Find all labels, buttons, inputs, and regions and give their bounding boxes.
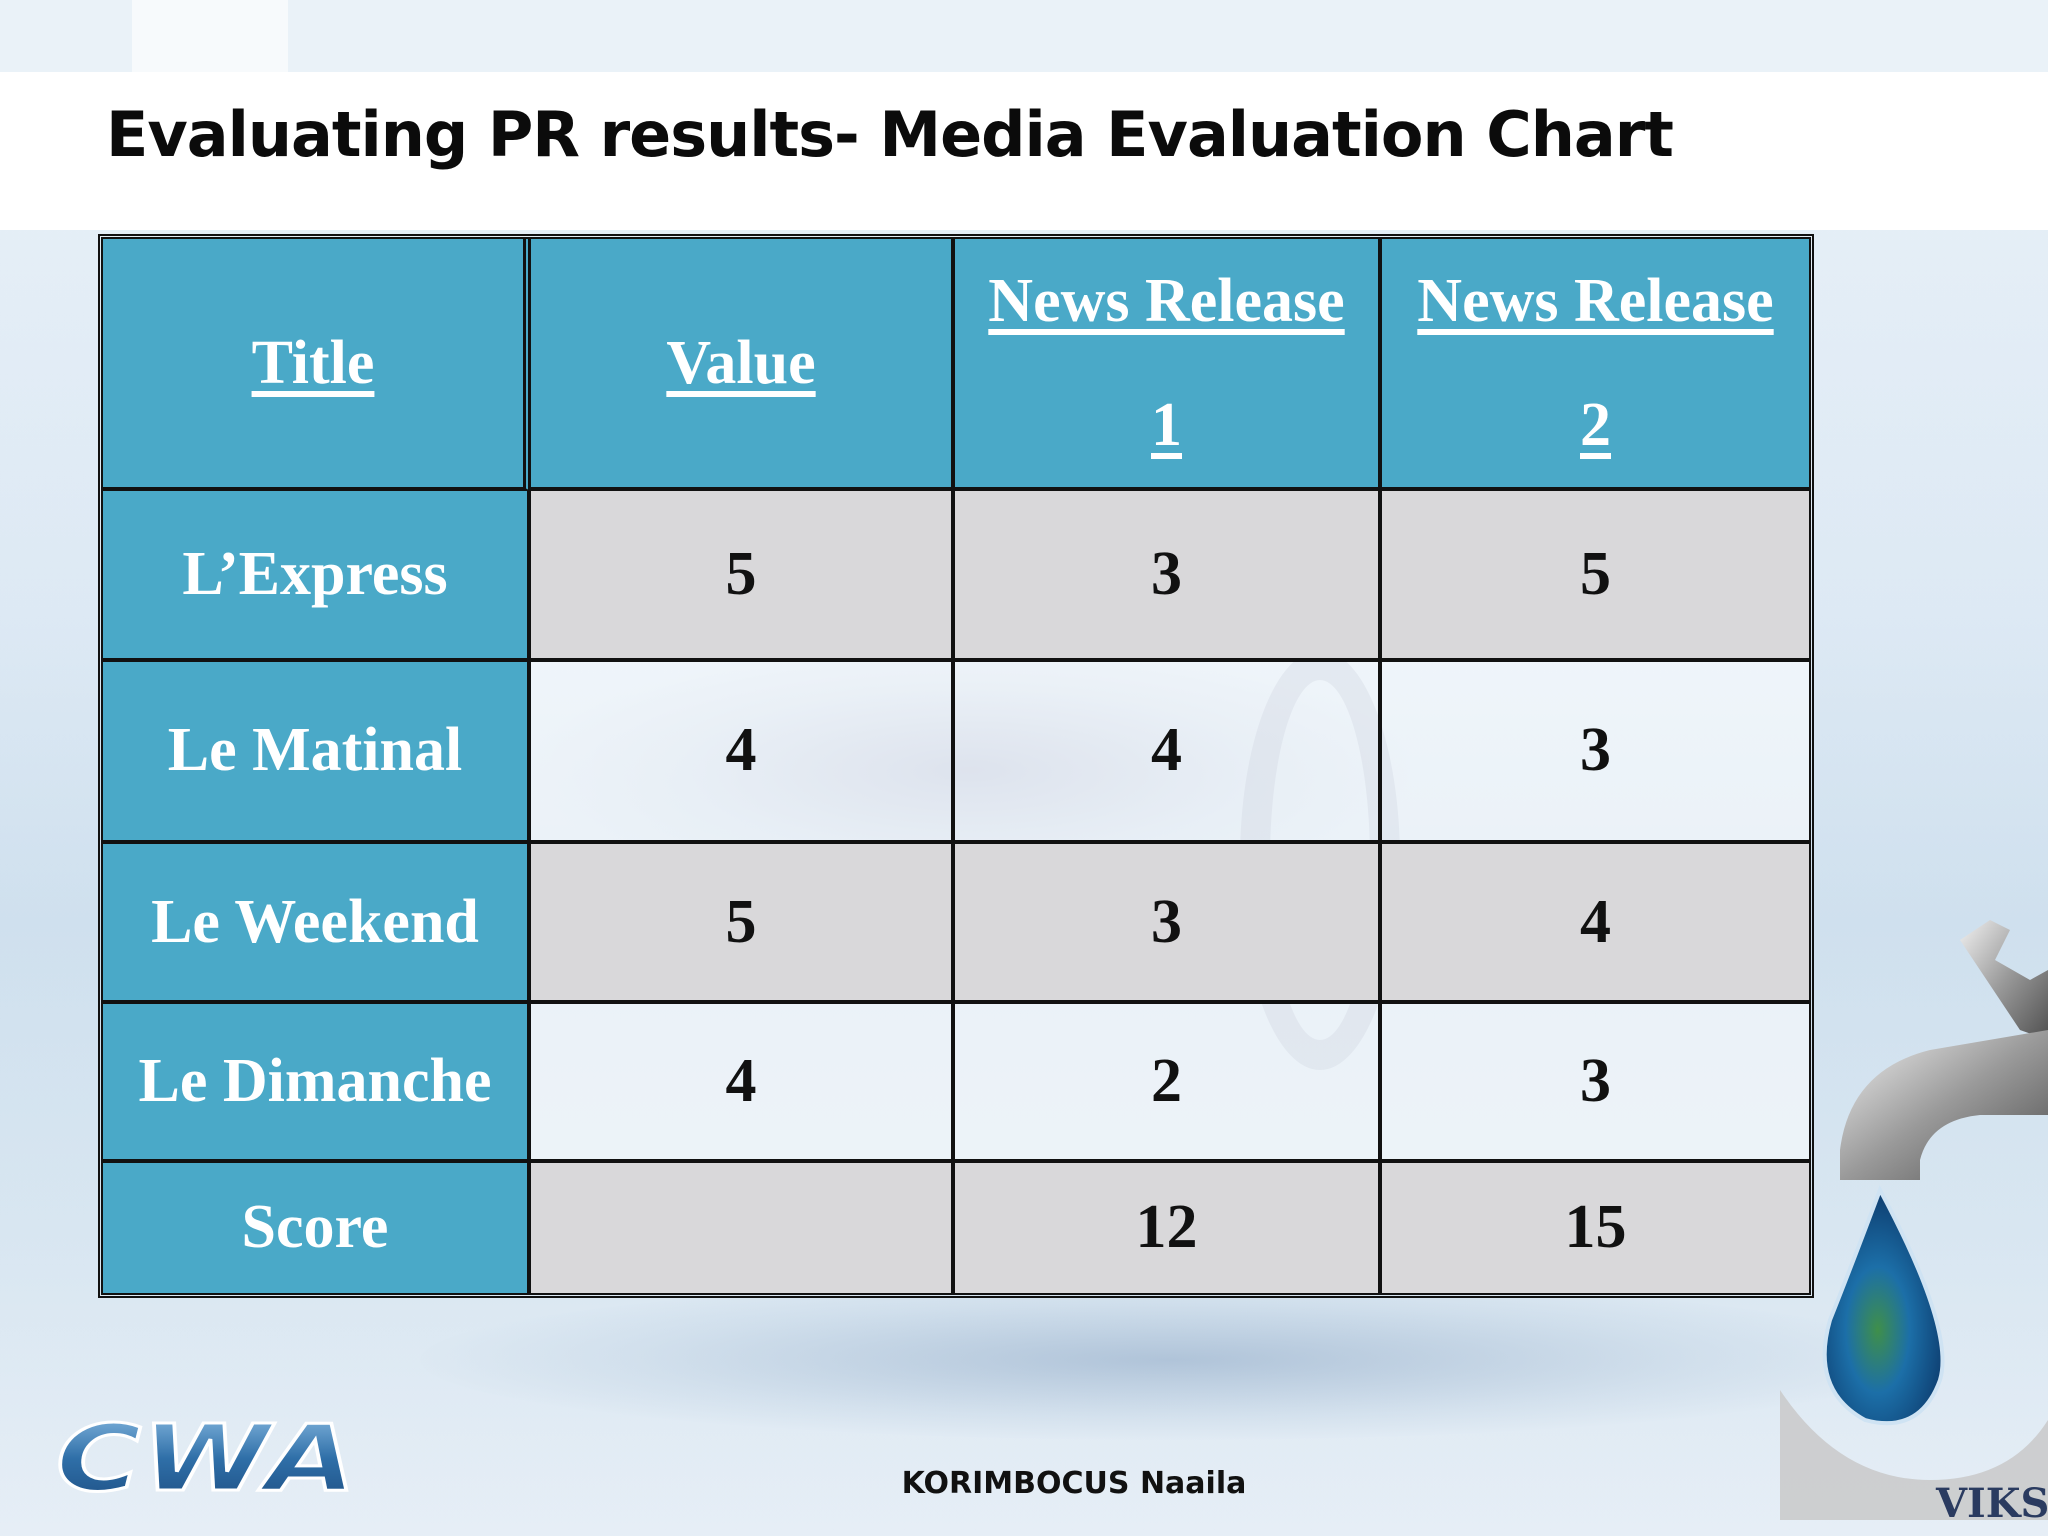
table-row: L’Express 5 3 5	[103, 491, 1809, 662]
table-row: Le Dimanche 4 2 3	[103, 1004, 1809, 1163]
table-row: Le Matinal 4 4 3	[103, 661, 1809, 845]
brand-mark: VIKS	[1936, 1480, 2048, 1527]
table-row-score: Score 12 15	[103, 1162, 1809, 1293]
footer-author: KORIMBOCUS Naaila	[901, 1466, 1247, 1501]
news-release-2-cell: 3	[1382, 661, 1809, 845]
cupped-hands	[1780, 1390, 2048, 1520]
top-strip	[0, 0, 2048, 72]
news-release-2-cell: 5	[1382, 491, 1809, 662]
water-drop-globe-icon	[1822, 1185, 1945, 1426]
score-news-release-2: 15	[1382, 1162, 1809, 1293]
title-band	[0, 72, 2048, 230]
score-news-release-1: 12	[955, 1162, 1382, 1293]
value-cell: 4	[531, 1004, 955, 1163]
value-cell: 4	[531, 661, 955, 845]
row-title: Le Dimanche	[103, 1004, 531, 1163]
cwa-logo-text: CWA	[56, 1418, 356, 1500]
tap-spout	[1840, 1030, 2048, 1180]
news-release-1-cell: 4	[955, 661, 1382, 845]
news-release-1-cell: 3	[955, 491, 1382, 662]
row-title: Score	[103, 1162, 531, 1293]
news-release-2-cell: 4	[1382, 844, 1809, 1005]
col-header-value: Value	[531, 239, 955, 492]
table-header-row: Title Value News Release 1 News Release 2	[103, 239, 1809, 492]
news-release-1-cell: 3	[955, 844, 1382, 1005]
top-strip-highlight	[132, 0, 288, 72]
row-title: Le Matinal	[103, 661, 531, 845]
water-tap-icon	[1780, 920, 2048, 1520]
col-header-news-release-2: News Release 2	[1382, 239, 1809, 492]
news-release-2-cell: 3	[1382, 1004, 1809, 1163]
slide-title: Evaluating PR results- Media Evaluation …	[106, 98, 1674, 171]
col-header-news-release-1: News Release 1	[955, 239, 1382, 492]
value-cell: 5	[531, 844, 955, 1005]
value-cell: 5	[531, 491, 955, 662]
row-title: Le Weekend	[103, 844, 531, 1005]
media-evaluation-table: Title Value News Release 1 News Release 2 …	[98, 234, 1814, 1298]
tap-handle	[1960, 920, 2048, 1040]
background-water	[420, 1280, 1920, 1440]
table-row: Le Weekend 5 3 4	[103, 844, 1809, 1005]
cwa-logo: CWA	[55, 1418, 358, 1500]
news-release-1-cell: 2	[955, 1004, 1382, 1163]
col-header-title: Title	[103, 239, 531, 492]
row-title: L’Express	[103, 491, 531, 662]
value-cell	[531, 1162, 955, 1293]
